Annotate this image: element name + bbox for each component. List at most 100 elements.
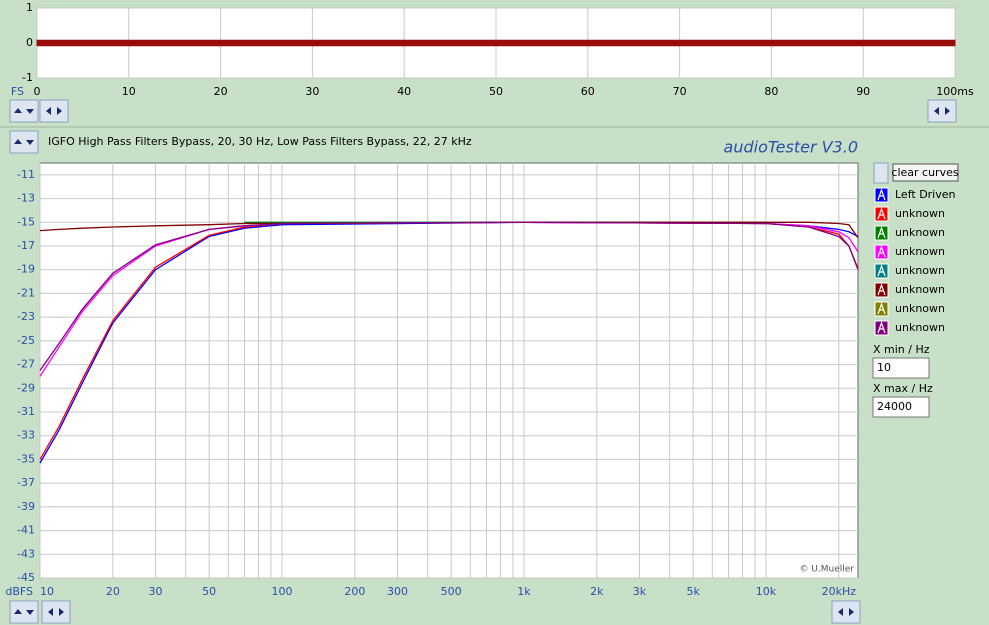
x-tick-label: 500 bbox=[441, 585, 462, 598]
x-min-input[interactable] bbox=[872, 357, 930, 379]
y-tick-label: -17 bbox=[17, 239, 35, 252]
legend-label: unknown bbox=[895, 226, 945, 239]
arrow-icon[interactable] bbox=[26, 140, 34, 145]
y-tick-label: -27 bbox=[17, 358, 35, 371]
arrow-icon[interactable] bbox=[57, 107, 62, 115]
x-tick-label: 1k bbox=[517, 585, 531, 598]
x-tick-label: 3k bbox=[633, 585, 647, 598]
x-tick-label: 60 bbox=[581, 85, 595, 98]
arrow-icon[interactable] bbox=[838, 608, 843, 616]
x-tick-label: 40 bbox=[397, 85, 411, 98]
scroll-button[interactable] bbox=[9, 600, 39, 624]
y-tick-label: -23 bbox=[17, 310, 35, 323]
y-tick-label: -41 bbox=[17, 524, 35, 537]
y-tick-label: -25 bbox=[17, 334, 35, 347]
y-tick-label: -1 bbox=[22, 71, 33, 84]
legend-label: unknown bbox=[895, 321, 945, 334]
x-max-label: X max / Hz bbox=[873, 382, 933, 395]
legend-label: unknown bbox=[895, 245, 945, 258]
x-tick-label: 20 bbox=[106, 585, 120, 598]
arrow-icon[interactable] bbox=[849, 608, 854, 616]
y-unit-label: dBFS bbox=[5, 585, 33, 598]
copyright: © U.Mueller bbox=[799, 565, 854, 575]
legend-icon[interactable] bbox=[877, 321, 886, 334]
y-tick-label: -31 bbox=[17, 405, 35, 418]
x-max-value[interactable]: 24000 bbox=[877, 400, 912, 413]
arrow-icon[interactable] bbox=[48, 608, 53, 616]
x-tick-label: 300 bbox=[387, 585, 408, 598]
legend-icon[interactable] bbox=[877, 264, 886, 277]
legend-label: unknown bbox=[895, 302, 945, 315]
app-title: audioTester V3.0 bbox=[724, 138, 858, 157]
x-tick-label: 30 bbox=[305, 85, 319, 98]
x-max-input[interactable] bbox=[872, 396, 930, 418]
legend-label: unknown bbox=[895, 207, 945, 220]
arrow-icon[interactable] bbox=[46, 107, 51, 115]
scroll-button[interactable] bbox=[873, 162, 889, 184]
x-tick-label: 30 bbox=[148, 585, 162, 598]
scroll-button[interactable] bbox=[9, 99, 39, 123]
y-tick-label: -19 bbox=[17, 263, 35, 276]
y-tick-label: -33 bbox=[17, 429, 35, 442]
x-tick-label: 10 bbox=[122, 85, 136, 98]
legend-label: unknown bbox=[895, 264, 945, 277]
arrow-icon[interactable] bbox=[14, 108, 22, 113]
scroll-button[interactable] bbox=[39, 99, 69, 123]
y-tick-label: 0 bbox=[26, 36, 33, 49]
x-tick-label: 80 bbox=[764, 85, 778, 98]
y-tick-label: -21 bbox=[17, 286, 35, 299]
legend-icon[interactable] bbox=[877, 226, 886, 239]
clear-curves-button[interactable] bbox=[892, 163, 959, 182]
y-unit-label: FS bbox=[11, 85, 24, 98]
clear-curves-label[interactable]: clear curves bbox=[891, 166, 958, 179]
scroll-button[interactable] bbox=[927, 99, 957, 123]
legend-icon[interactable] bbox=[877, 188, 886, 201]
arrow-icon[interactable] bbox=[945, 107, 950, 115]
curve bbox=[39, 221, 859, 239]
legend-icon[interactable] bbox=[877, 245, 886, 258]
x-tick-label: 50 bbox=[489, 85, 503, 98]
x-tick-label: 100ms bbox=[936, 85, 974, 98]
x-min-value[interactable]: 10 bbox=[877, 361, 891, 374]
legend-icon[interactable] bbox=[877, 302, 886, 315]
legend-label: unknown bbox=[895, 283, 945, 296]
x-tick-label: 20kHz bbox=[822, 585, 857, 598]
plot-title: IGFO High Pass Filters Bypass, 20, 30 Hz… bbox=[48, 135, 472, 148]
y-tick-label: -39 bbox=[17, 500, 35, 513]
x-tick-label: 90 bbox=[856, 85, 870, 98]
x-tick-label: 100 bbox=[271, 585, 292, 598]
scroll-button[interactable] bbox=[9, 130, 39, 154]
legend-icon[interactable] bbox=[877, 207, 886, 220]
arrow-icon[interactable] bbox=[14, 609, 22, 614]
legend-icon[interactable] bbox=[877, 283, 886, 296]
x-tick-label: 20 bbox=[214, 85, 228, 98]
x-tick-label: 50 bbox=[202, 585, 216, 598]
x-tick-label: 70 bbox=[673, 85, 687, 98]
x-tick-label: 2k bbox=[590, 585, 604, 598]
y-tick-label: -11 bbox=[17, 168, 35, 181]
legend-label: Left Driven bbox=[895, 188, 956, 201]
plot-area bbox=[39, 162, 859, 579]
arrow-icon[interactable] bbox=[14, 139, 22, 144]
scroll-button[interactable] bbox=[41, 600, 71, 624]
arrow-icon[interactable] bbox=[59, 608, 64, 616]
y-tick-label: 1 bbox=[26, 1, 33, 14]
x-tick-label: 0 bbox=[34, 85, 41, 98]
scroll-button[interactable] bbox=[831, 600, 861, 624]
x-tick-label: 10k bbox=[756, 585, 777, 598]
x-tick-label: 10 bbox=[40, 585, 54, 598]
y-tick-label: -35 bbox=[17, 452, 35, 465]
y-tick-label: -37 bbox=[17, 476, 35, 489]
y-tick-label: -13 bbox=[17, 192, 35, 205]
arrow-icon[interactable] bbox=[26, 109, 34, 114]
arrow-icon[interactable] bbox=[934, 107, 939, 115]
arrow-icon[interactable] bbox=[26, 610, 34, 615]
x-min-label: X min / Hz bbox=[873, 343, 930, 356]
waveform bbox=[36, 39, 956, 47]
x-tick-label: 200 bbox=[344, 585, 365, 598]
y-tick-label: -45 bbox=[17, 571, 35, 584]
y-tick-label: -43 bbox=[17, 547, 35, 560]
x-tick-label: 5k bbox=[686, 585, 700, 598]
